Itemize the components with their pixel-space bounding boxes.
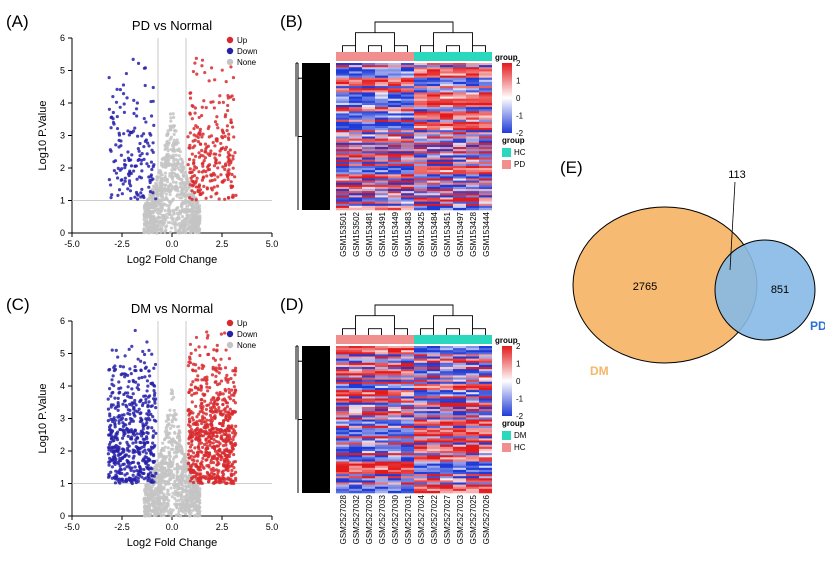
svg-text:GSM153502: GSM153502 <box>352 211 361 256</box>
svg-text:1: 1 <box>60 196 65 206</box>
svg-text:3: 3 <box>60 131 65 141</box>
heatmap-dm: groupGSM2527028GSM2527032GSM2527029GSM25… <box>294 299 569 565</box>
svg-text:Log2 Fold Change: Log2 Fold Change <box>127 254 218 266</box>
svg-text:0: 0 <box>60 228 65 238</box>
svg-text:Log2 Fold Change: Log2 Fold Change <box>127 537 218 549</box>
svg-text:DM vs Normal: DM vs Normal <box>131 301 213 316</box>
svg-text:GSM153497: GSM153497 <box>456 211 465 256</box>
volcano-pd-vs-normal: PD vs Normal-5.0-2.50.02.55.00123456Log2… <box>34 20 264 270</box>
panel-label-a: (A) <box>6 12 29 32</box>
svg-text:HC: HC <box>514 148 526 157</box>
svg-text:0: 0 <box>60 511 65 521</box>
svg-text:group: group <box>502 136 525 145</box>
svg-text:6: 6 <box>60 33 65 43</box>
panel-label-c: (C) <box>6 295 30 315</box>
svg-text:-1: -1 <box>516 112 524 121</box>
svg-text:2.5: 2.5 <box>216 522 229 532</box>
svg-text:None: None <box>237 58 257 67</box>
svg-text:PD vs Normal: PD vs Normal <box>132 18 212 33</box>
svg-text:2: 2 <box>60 446 65 456</box>
svg-text:GSM153483: GSM153483 <box>404 211 413 256</box>
svg-text:5.0: 5.0 <box>266 239 279 249</box>
venn-diagram: 2765851113DMPD <box>570 170 820 400</box>
svg-text:Up: Up <box>237 319 248 328</box>
svg-text:0.0: 0.0 <box>166 522 179 532</box>
svg-text:GSM153484: GSM153484 <box>430 211 439 256</box>
svg-text:4: 4 <box>60 381 65 391</box>
svg-text:5.0: 5.0 <box>266 522 279 532</box>
svg-text:2: 2 <box>516 59 521 68</box>
svg-text:PD: PD <box>514 160 525 169</box>
svg-text:0.0: 0.0 <box>166 239 179 249</box>
svg-text:GSM153444: GSM153444 <box>482 211 491 256</box>
svg-text:None: None <box>237 341 257 350</box>
svg-text:5: 5 <box>60 66 65 76</box>
svg-text:1: 1 <box>60 479 65 489</box>
svg-text:1: 1 <box>516 77 521 86</box>
svg-text:3: 3 <box>60 414 65 424</box>
svg-text:Log10 P.Value: Log10 P.Value <box>37 101 49 171</box>
svg-text:GSM153491: GSM153491 <box>378 211 387 256</box>
svg-text:GSM153425: GSM153425 <box>417 211 426 256</box>
svg-text:GSM153449: GSM153449 <box>391 211 400 256</box>
svg-text:GSM153451: GSM153451 <box>443 211 452 256</box>
svg-text:group: group <box>495 53 518 62</box>
svg-text:2.5: 2.5 <box>216 239 229 249</box>
svg-text:4: 4 <box>60 98 65 108</box>
svg-text:5: 5 <box>60 349 65 359</box>
svg-text:group: group <box>495 336 518 345</box>
svg-text:Down: Down <box>237 47 257 56</box>
svg-text:6: 6 <box>60 316 65 326</box>
heatmap-pd: group GSM153501 GSM153502 GSM153481 GSM15349… <box>294 16 569 276</box>
svg-text:Up: Up <box>237 36 248 45</box>
svg-text:GSM153481: GSM153481 <box>365 211 374 256</box>
svg-text:-2.5: -2.5 <box>114 239 130 249</box>
svg-text:GSM153428: GSM153428 <box>469 211 478 256</box>
svg-text:Log10 P.Value: Log10 P.Value <box>37 384 49 454</box>
svg-text:Down: Down <box>237 330 257 339</box>
svg-text:2: 2 <box>60 163 65 173</box>
svg-text:-5.0: -5.0 <box>64 522 80 532</box>
volcano-dm-vs-normal: DM vs Normal-5.0-2.50.02.55.00123456Log2… <box>34 303 264 558</box>
svg-text:0: 0 <box>516 94 521 103</box>
svg-text:-2.5: -2.5 <box>114 522 130 532</box>
svg-text:-5.0: -5.0 <box>64 239 80 249</box>
svg-text:GSM153501: GSM153501 <box>339 211 348 256</box>
